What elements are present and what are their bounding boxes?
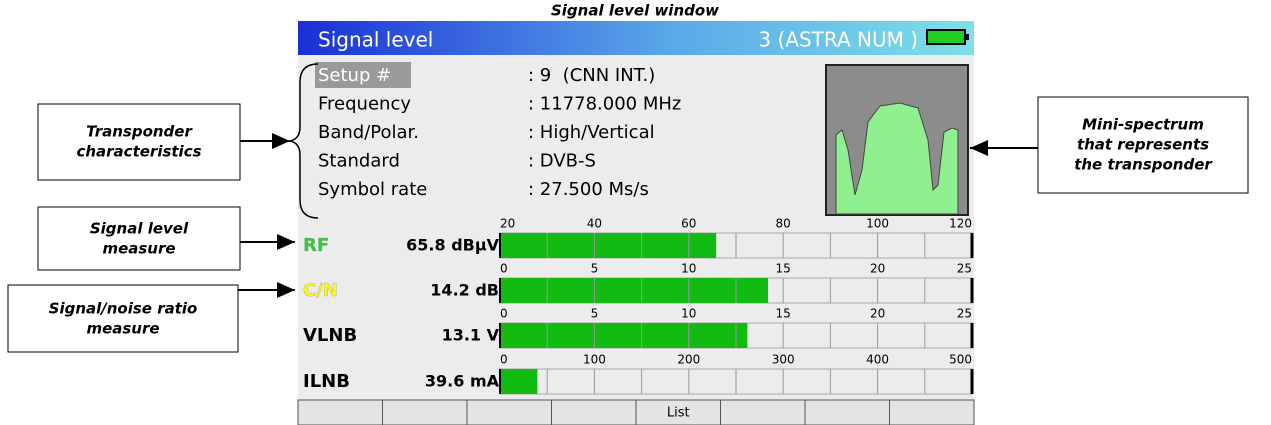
tick-label: 400: [866, 353, 889, 367]
info-label: Standard: [318, 151, 400, 172]
tick-label: 20: [870, 262, 885, 276]
info-value: : High/Vertical: [528, 122, 655, 143]
annotation-box: [1037, 96, 1249, 194]
mini-spectrum: [825, 64, 969, 216]
tick-label: 0: [500, 307, 508, 321]
soft-key-label: List: [667, 406, 690, 421]
info-value: : DVB-S: [528, 151, 596, 172]
tick-label: 300: [772, 353, 795, 367]
tick-label: 500: [949, 353, 972, 367]
tick-label: 80: [776, 217, 791, 231]
tick-label: 0: [500, 262, 508, 276]
soft-key: [382, 399, 468, 425]
caption: Signal level window: [551, 2, 719, 20]
annotation: Transponder: [86, 123, 193, 141]
tick-label: 25: [957, 307, 972, 321]
meter-bar: [500, 278, 769, 303]
soft-key: [804, 399, 890, 425]
tick-label: 10: [681, 262, 696, 276]
tick-label: 100: [583, 353, 606, 367]
tick-label: 20: [870, 307, 885, 321]
tick-label: 40: [587, 217, 602, 231]
tick-label: 100: [866, 217, 889, 231]
tick-label: 15: [776, 262, 791, 276]
meter-bar: [500, 323, 748, 348]
meter-value: 13.1 V: [442, 326, 500, 345]
info-label: Frequency: [318, 94, 411, 115]
soft-key: [551, 399, 637, 425]
tick-label: 5: [591, 262, 599, 276]
info-label: Setup #: [318, 65, 391, 86]
tick-label: 200: [677, 353, 700, 367]
info-value: : 9 (CNN INT.): [528, 65, 655, 86]
tick-label: 60: [681, 217, 696, 231]
soft-key: [635, 399, 721, 425]
annotation: Signal/noise ratio: [49, 300, 198, 318]
title-bar: [298, 21, 974, 55]
tick-label: 20: [500, 217, 515, 231]
info-value: : 27.500 Ms/s: [528, 179, 649, 200]
selection: [315, 62, 411, 88]
annotation: measure: [102, 240, 175, 258]
info-value: : 11778.000 MHz: [528, 94, 681, 115]
meter-label: VLNB: [303, 325, 357, 346]
screen-title: Signal level: [318, 28, 433, 52]
meter-bar: [500, 369, 538, 394]
meter-value: 14.2 dB: [430, 281, 499, 300]
meter-value: 39.6 mA: [425, 372, 500, 391]
annotation: characteristics: [76, 143, 201, 161]
tick-label: 0: [500, 353, 508, 367]
meter-label: C/N: [303, 280, 338, 301]
tick-label: 5: [591, 307, 599, 321]
annotation: that represents: [1077, 136, 1209, 154]
annotation-box: [37, 206, 241, 271]
soft-key: [297, 399, 383, 425]
soft-key: [466, 399, 552, 425]
annotation: Signal level: [90, 220, 189, 238]
meter-label: RF: [303, 235, 329, 256]
meter-bar: [500, 233, 717, 258]
tick-label: 15: [776, 307, 791, 321]
channel: 3 (ASTRA NUM ): [758, 28, 918, 52]
meter-value: 65.8 dBµV: [406, 236, 499, 255]
annotation: Mini-spectrum: [1082, 116, 1204, 134]
tick-label: 10: [681, 307, 696, 321]
info-label: Symbol rate: [318, 179, 427, 200]
tick-label: 25: [957, 262, 972, 276]
soft-key: [720, 399, 806, 425]
tick-label: 120: [949, 217, 972, 231]
annotation-box: [7, 284, 239, 353]
annotation: the transponder: [1074, 156, 1213, 174]
battery: [926, 29, 969, 45]
info-label: Band/Polar.: [318, 122, 419, 143]
annotation-box: [37, 103, 241, 181]
soft-key: [889, 399, 975, 425]
meter-label: ILNB: [303, 371, 350, 392]
annotation: measure: [86, 320, 159, 338]
